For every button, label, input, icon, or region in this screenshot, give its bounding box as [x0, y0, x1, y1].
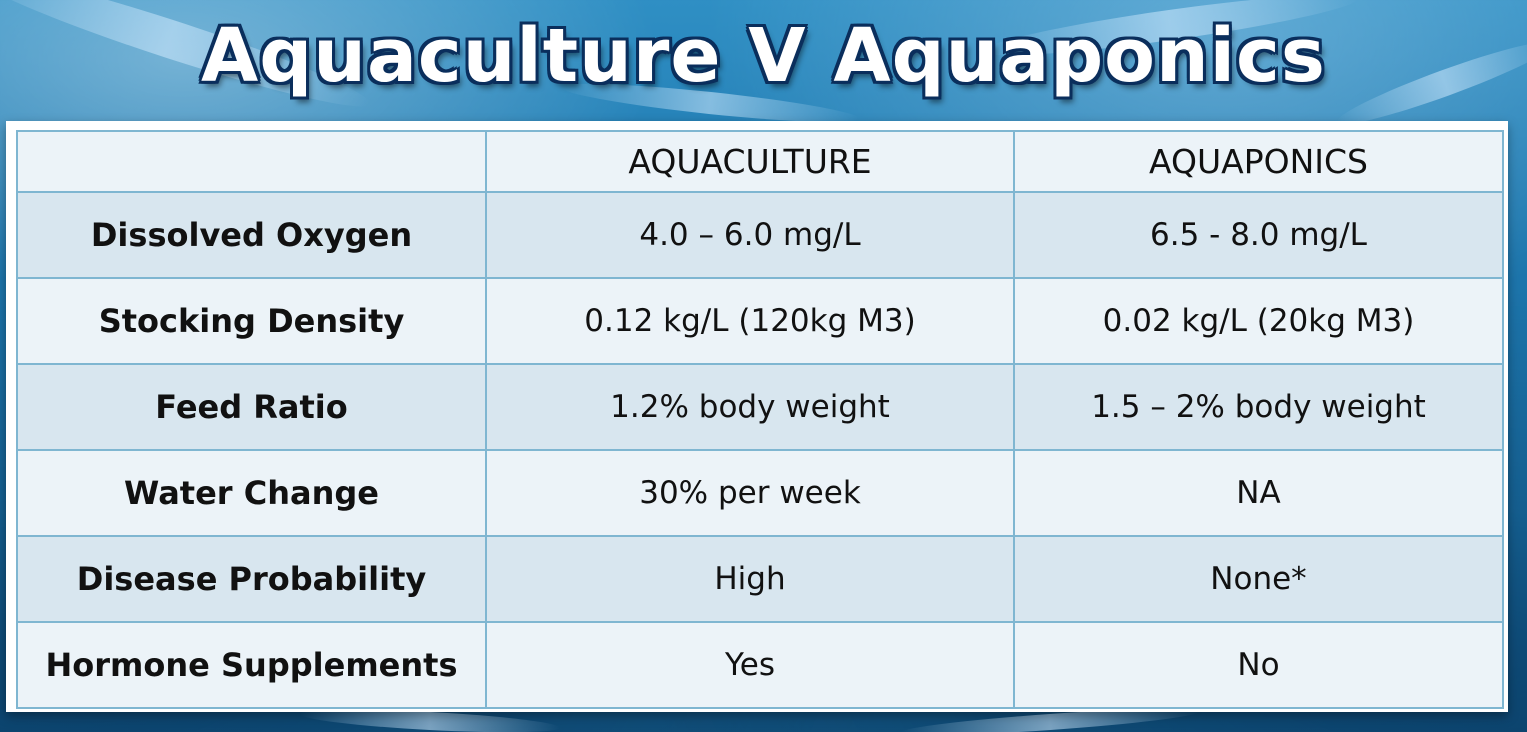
- table-row: Disease Probability High None*: [16, 535, 1504, 623]
- aquaculture-value: 0.12 kg/L (120kg M3): [485, 277, 1015, 365]
- row-label: Disease Probability: [16, 535, 487, 623]
- comparison-table: AQUACULTURE AQUAPONICS Dissolved Oxygen …: [16, 130, 1504, 709]
- header-cell-aquaculture: AQUACULTURE: [485, 130, 1015, 193]
- table-row: Water Change 30% per week NA: [16, 449, 1504, 537]
- aquaponics-value: NA: [1013, 449, 1504, 537]
- row-label: Dissolved Oxygen: [16, 191, 487, 279]
- row-label: Hormone Supplements: [16, 621, 487, 709]
- header-cell-aquaponics: AQUAPONICS: [1013, 130, 1504, 193]
- aquaculture-value: 1.2% body weight: [485, 363, 1015, 451]
- aquaponics-value: 0.02 kg/L (20kg M3): [1013, 277, 1504, 365]
- table-row: Hormone Supplements Yes No: [16, 621, 1504, 709]
- aquaponics-value: 6.5 - 8.0 mg/L: [1013, 191, 1504, 279]
- table-header-row: AQUACULTURE AQUAPONICS: [16, 130, 1504, 193]
- aquaponics-value: None*: [1013, 535, 1504, 623]
- table-row: Stocking Density 0.12 kg/L (120kg M3) 0.…: [16, 277, 1504, 365]
- aquaculture-value: Yes: [485, 621, 1015, 709]
- aquaponics-value: No: [1013, 621, 1504, 709]
- aquaculture-value: High: [485, 535, 1015, 623]
- aquaculture-value: 4.0 – 6.0 mg/L: [485, 191, 1015, 279]
- aquaponics-value: 1.5 – 2% body weight: [1013, 363, 1504, 451]
- table-row: Dissolved Oxygen 4.0 – 6.0 mg/L 6.5 - 8.…: [16, 191, 1504, 279]
- page-title: Aquaculture V Aquaponics: [201, 13, 1326, 99]
- table-row: Feed Ratio 1.2% body weight 1.5 – 2% bod…: [16, 363, 1504, 451]
- aquaculture-value: 30% per week: [485, 449, 1015, 537]
- row-label: Water Change: [16, 449, 487, 537]
- comparison-table-frame: AQUACULTURE AQUAPONICS Dissolved Oxygen …: [6, 121, 1508, 712]
- row-label: Feed Ratio: [16, 363, 487, 451]
- header-cell-empty: [16, 130, 487, 193]
- row-label: Stocking Density: [16, 277, 487, 365]
